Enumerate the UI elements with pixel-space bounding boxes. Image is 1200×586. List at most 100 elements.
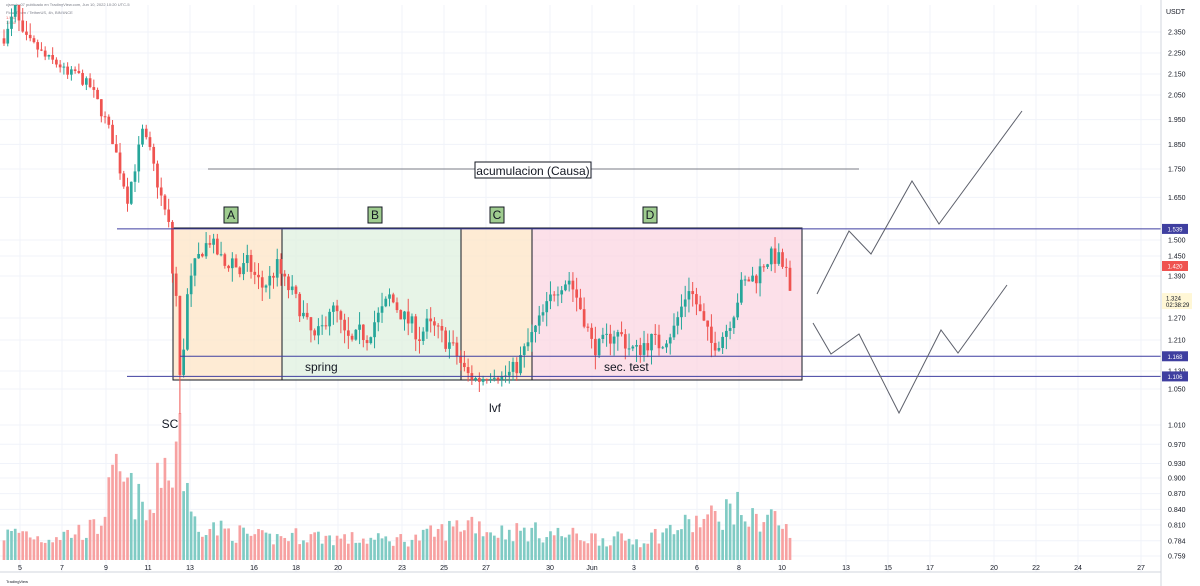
candle-body: [328, 311, 331, 327]
volume-bar: [395, 537, 399, 560]
volume-bar: [448, 520, 451, 560]
candle-body: [661, 347, 665, 349]
candle-body: [40, 49, 43, 51]
price-tick: 1.210: [1168, 338, 1186, 345]
date-tick: 20: [990, 565, 998, 572]
volume-bar: [77, 524, 81, 560]
quote-unit: USDT: [1166, 9, 1186, 16]
volume-bar: [380, 538, 384, 560]
phase-zones: [172, 227, 803, 381]
volume-bar: [99, 525, 103, 560]
candle-body: [725, 330, 728, 337]
volume-bar: [485, 532, 489, 560]
candle-body: [358, 324, 361, 330]
last-price-badge: [1162, 261, 1188, 271]
phase-badge-box-b: [367, 206, 383, 224]
volume-bar: [477, 521, 481, 560]
candle-body: [481, 378, 485, 382]
candle-body: [421, 331, 425, 341]
volume-bar: [500, 525, 504, 560]
price-tick: 1.010: [1168, 423, 1186, 430]
volume-bar: [399, 534, 403, 560]
volume-bar: [492, 535, 496, 560]
candle-body: [346, 330, 350, 336]
candle-body: [320, 325, 324, 327]
price-tick: 1.850: [1168, 142, 1186, 149]
volume-bar: [294, 528, 298, 560]
price-tick: 0.840: [1168, 507, 1186, 514]
volume-bar: [504, 539, 507, 560]
candle-body: [257, 274, 260, 278]
volume-bar: [167, 480, 171, 560]
candle-body: [92, 87, 96, 90]
volume-bar: [182, 491, 186, 560]
candle-body: [672, 325, 676, 338]
candle-body: [769, 248, 773, 265]
candle-body: [245, 255, 249, 264]
volume-bar: [223, 528, 227, 560]
candle-body: [215, 238, 219, 255]
volume-bar: [242, 527, 245, 560]
candle-body: [762, 266, 766, 268]
date-tick: 16: [250, 565, 258, 572]
candle-body: [496, 377, 500, 380]
candle-body: [665, 343, 668, 348]
volume-bar: [159, 487, 163, 560]
volume-bar: [605, 546, 608, 560]
volume-bar: [376, 533, 380, 560]
candle-body: [268, 275, 272, 286]
candle-body: [616, 332, 620, 337]
volume-bar: [141, 501, 144, 560]
candle-body: [721, 336, 724, 348]
sc-label: SC: [162, 417, 179, 431]
candle-body: [141, 128, 144, 145]
phase-badge-box-d: [642, 206, 658, 224]
candle-body: [739, 279, 743, 303]
candle-body: [754, 275, 758, 284]
candle-body: [418, 339, 421, 341]
level-badge-1106: [1162, 371, 1188, 382]
candle-body: [10, 16, 13, 29]
volume-bar: [245, 533, 249, 560]
candle-body: [657, 334, 661, 349]
volume-bar: [642, 543, 646, 560]
current-price-text: 1.324: [1166, 297, 1182, 303]
volume-bar: [298, 544, 302, 560]
causa-label: acumulacion (Causa): [476, 164, 589, 178]
volume-bar: [623, 540, 627, 560]
volume-bar: [736, 491, 739, 560]
volume-bar: [537, 538, 541, 560]
volume-bar: [302, 540, 305, 560]
volume-bar: [781, 528, 784, 560]
volume-bar: [343, 534, 346, 560]
volume-bar: [777, 525, 781, 560]
candle-body: [96, 89, 99, 100]
volume-bar: [279, 536, 283, 560]
candle-body: [541, 312, 545, 316]
candle-body: [290, 286, 294, 291]
candle-body: [25, 31, 28, 35]
candle-body: [298, 293, 302, 317]
volume-bar: [43, 542, 47, 560]
phase-badge-box-c: [489, 206, 505, 224]
volume-bar: [597, 545, 601, 560]
candle-body: [653, 333, 657, 335]
candle-body: [230, 258, 234, 269]
candlesticks: [2, 5, 792, 414]
candle-body: [571, 280, 575, 290]
volume-bar: [747, 526, 751, 560]
volume-bar: [788, 537, 792, 560]
candle-body: [174, 273, 178, 296]
candle-body: [305, 312, 309, 318]
date-tick: 17: [926, 565, 934, 572]
volume-bar: [264, 532, 268, 560]
candle-body: [156, 163, 159, 188]
candle-body: [58, 64, 62, 68]
candle-body: [21, 20, 25, 32]
candle-body: [608, 333, 612, 344]
level-badge-text: 1.539: [1167, 227, 1183, 233]
candle-body: [189, 275, 193, 295]
candle-body: [635, 345, 638, 347]
candle-body: [406, 311, 410, 324]
